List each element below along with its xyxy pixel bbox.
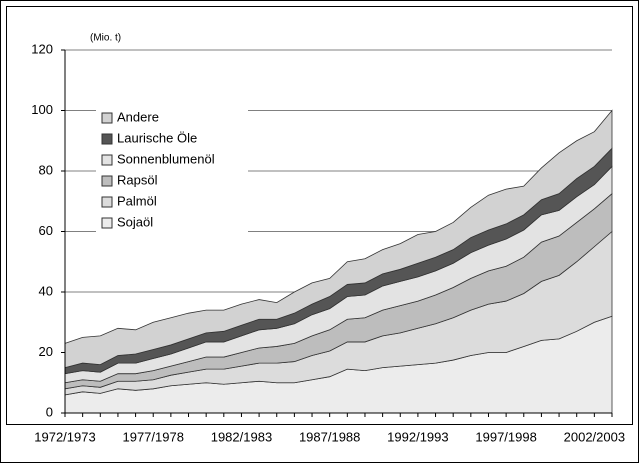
- legend-swatch: [101, 196, 113, 208]
- y-tick-label: 40: [39, 283, 53, 298]
- x-tick-label: 2002/2003: [564, 429, 625, 444]
- unit-label: (Mio. t): [90, 33, 121, 44]
- y-tick-label: 60: [39, 223, 53, 238]
- y-tick-label: 0: [46, 404, 53, 419]
- area: [64, 109, 613, 369]
- y-tick-label: 20: [39, 344, 53, 359]
- legend-label: Laurische Öle: [117, 130, 197, 145]
- legend-label: Sonnenblumenöl: [117, 151, 215, 166]
- legend-label: Sojaöl: [117, 214, 153, 229]
- legend-swatch: [101, 217, 113, 229]
- legend-label: Rapsöl: [117, 172, 158, 187]
- x-tick-label: 1972/1973: [34, 429, 95, 444]
- x-tick-label: 1987/1988: [299, 429, 360, 444]
- legend-label: Palmöl: [117, 193, 157, 208]
- x-tick-label: 1982/1983: [211, 429, 272, 444]
- legend-background: [96, 107, 248, 235]
- legend-swatch: [101, 133, 113, 145]
- inner-frame: [6, 6, 633, 425]
- legend-swatch: [101, 175, 113, 187]
- legend-swatch: [101, 112, 113, 124]
- legend-label: Andere: [117, 109, 159, 124]
- y-tick-label: 120: [31, 41, 53, 56]
- y-tick-label: 100: [31, 102, 53, 117]
- x-tick-label: 1977/1978: [122, 429, 183, 444]
- x-tick-label: 1992/1993: [387, 429, 448, 444]
- y-tick-label: 80: [39, 162, 53, 177]
- legend-swatch: [101, 154, 113, 166]
- x-tick-label: 1997/1998: [475, 429, 536, 444]
